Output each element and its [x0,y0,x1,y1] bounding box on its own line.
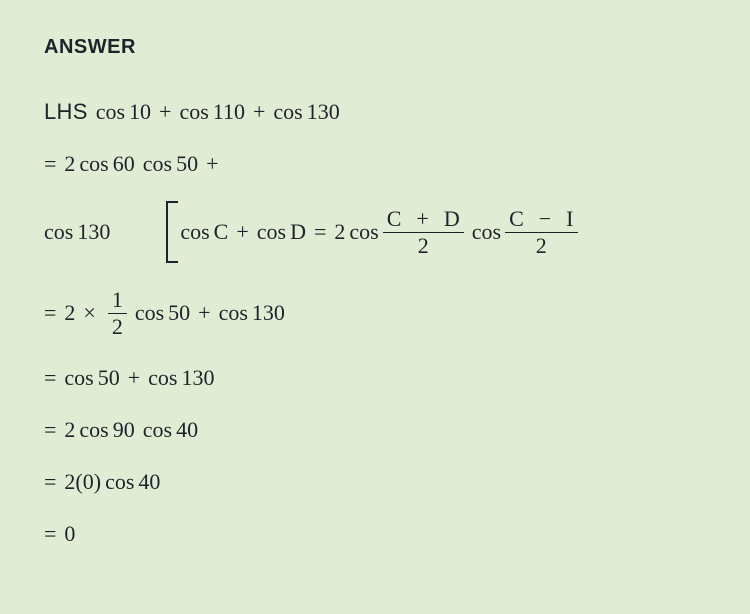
angle-50: 50 [98,365,120,391]
var-c: C [509,206,524,231]
cos-fn: cos [44,219,73,245]
cos-fn: cos [349,219,378,245]
cos-fn: cos [79,151,108,177]
angle-10: 10 [129,99,151,125]
left-bracket [166,201,178,263]
fraction-cplus-d: C + D 2 [383,206,464,258]
angle-40: 40 [138,469,160,495]
equals: = [44,469,56,495]
fraction-cminus-i: C − I 2 [505,206,577,258]
plus: + [198,300,210,326]
angle-90: 90 [113,417,135,443]
den-2: 2 [532,233,551,258]
equals: = [44,521,56,547]
cos-fn: cos [257,219,286,245]
line-1: LHS cos 10 + cos 110 + cos 130 [44,97,706,127]
equals: = [44,365,56,391]
math-lines: LHS cos 10 + cos 110 + cos 130 = 2 cos 6… [44,97,706,549]
cos-fn: cos [179,99,208,125]
angle-40: 40 [176,417,198,443]
plus: + [236,219,248,245]
cos-fn: cos [219,300,248,326]
fraction-half: 1 2 [108,287,127,339]
num-2: 2 [64,300,75,326]
lhs-label: LHS [44,99,88,125]
cos-fn: cos [105,469,134,495]
cos-fn: cos [273,99,302,125]
num-2: 2 [64,469,75,495]
line-8: = 0 [44,519,706,549]
var-d: D [290,219,306,245]
var-c: C [214,219,229,245]
zero: 0 [64,521,75,547]
plus: + [416,206,428,231]
cos-fn: cos [143,417,172,443]
line-6: = 2 cos 90 cos 40 [44,415,706,445]
cos-fn: cos [96,99,125,125]
num-2: 2 [334,219,345,245]
times: × [83,300,95,326]
half-num: 1 [108,287,127,312]
angle-130: 130 [252,300,285,326]
line-3: cos 130 cos C + cos D = 2 cos C + D 2 [44,201,706,263]
cos-fn: cos [64,365,93,391]
angle-50: 50 [176,151,198,177]
angle-130: 130 [182,365,215,391]
plus: + [128,365,140,391]
angle-130: 130 [307,99,340,125]
cos-fn: cos [135,300,164,326]
cos-fn: cos [143,151,172,177]
angle-130: 130 [77,219,110,245]
cos-fn: cos [79,417,108,443]
equals: = [44,300,56,326]
var-d: D [444,206,460,231]
cos-fn: cos [472,219,501,245]
cos-fn: cos [148,365,177,391]
line-7: = 2 (0) cos 40 [44,467,706,497]
num-2: 2 [64,417,75,443]
cos-fn: cos [180,219,209,245]
plus: + [159,99,171,125]
equals: = [44,417,56,443]
var-i: I [566,206,573,231]
angle-50: 50 [168,300,190,326]
answer-heading: ANSWER [44,36,706,59]
den-2: 2 [414,233,433,258]
var-c: C [387,206,402,231]
num-2: 2 [64,151,75,177]
line-4: = 2 × 1 2 cos 50 + cos 130 [44,285,706,341]
equals: = [44,151,56,177]
half-den: 2 [108,314,127,339]
paren-zero: (0) [75,469,101,495]
plus: + [206,151,218,177]
line-5: = cos 50 + cos 130 [44,363,706,393]
plus: + [253,99,265,125]
line-2: = 2 cos 60 cos 50 + [44,149,706,179]
angle-60: 60 [113,151,135,177]
minus: − [539,206,551,231]
angle-110: 110 [213,99,245,125]
equals: = [314,219,326,245]
